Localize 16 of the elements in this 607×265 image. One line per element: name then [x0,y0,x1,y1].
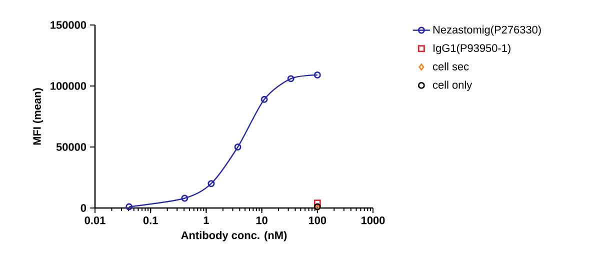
x-tick-label: 1000 [362,216,385,224]
x-tick-label: 100 [308,216,326,224]
legend-label: IgG1(P93950-1) [434,44,510,54]
y-tick-label: 0 [80,204,86,212]
x-tick-label: 10 [256,216,268,224]
x-tick-label: 1 [204,216,209,224]
x-tick-label: 0.01 [84,216,106,224]
legend-label: cell only [432,80,472,91]
y-axis-title: MFI (mean) [32,88,44,145]
y-tick-label: 150000 [50,21,86,29]
y-tick-label: 100000 [50,82,86,90]
legend-label: cell sec [432,62,469,70]
x-tick-label: 0.1 [143,216,158,224]
y-tick-label: 50000 [56,143,86,151]
x-axis-title: Antibody conc. (nM) [181,231,287,242]
legend-label: Nezastomig(P276330) [433,26,541,36]
